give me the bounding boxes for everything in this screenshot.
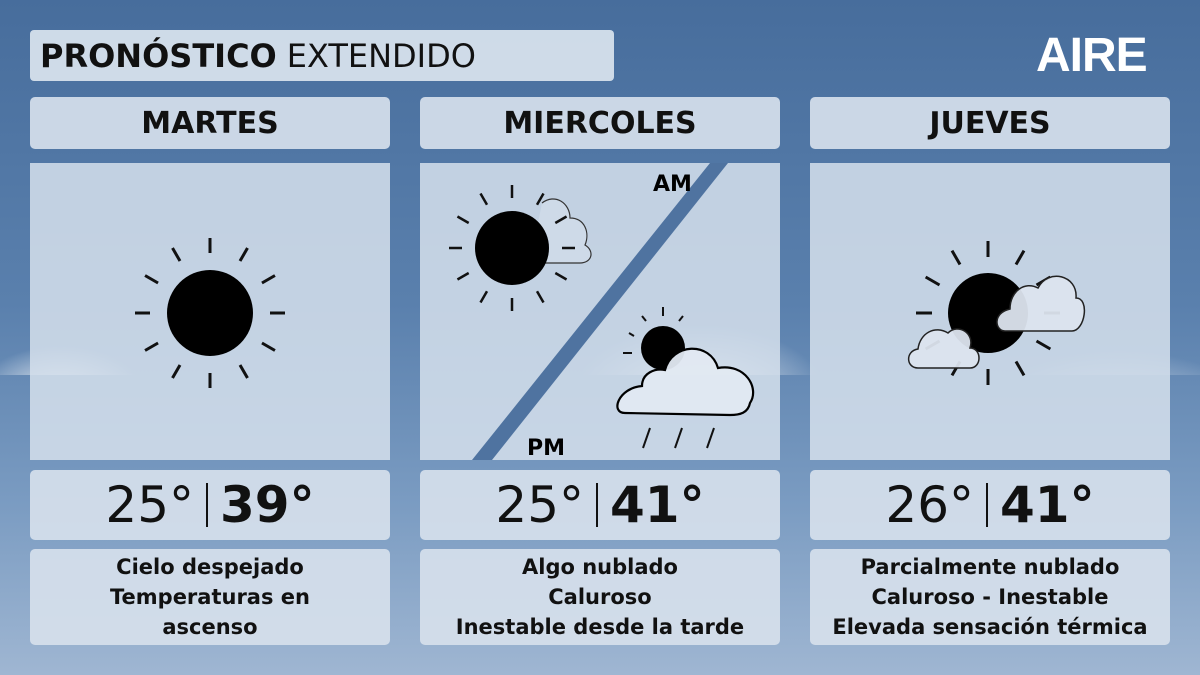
sun-ray bbox=[144, 341, 159, 352]
min-temp: 25° bbox=[495, 476, 585, 534]
sun-ray bbox=[171, 247, 182, 262]
min-temp: 26° bbox=[885, 476, 975, 534]
description: Algo nublado Caluroso Inestable desde la t… bbox=[420, 549, 780, 645]
am-label: AM bbox=[653, 172, 692, 197]
desc-line: ascenso bbox=[162, 615, 258, 639]
sun-ray bbox=[950, 249, 962, 266]
max-temp: 41° bbox=[610, 476, 705, 534]
sun-ray bbox=[1014, 360, 1026, 377]
divider bbox=[596, 483, 599, 527]
desc-line: Temperaturas en bbox=[110, 585, 310, 609]
aire-logo: AIRE bbox=[1036, 29, 1148, 82]
pm-label: PM bbox=[527, 436, 565, 460]
divider bbox=[986, 483, 989, 527]
sun-ray bbox=[238, 247, 249, 262]
sun-ray bbox=[171, 364, 182, 379]
page-title: PRONÓSTICO EXTENDIDO bbox=[30, 30, 614, 81]
desc-line: Algo nublado bbox=[522, 555, 678, 579]
sun-ray bbox=[479, 192, 489, 206]
min-temp: 25° bbox=[105, 476, 195, 534]
desc-line: Caluroso bbox=[548, 585, 652, 609]
sun-icon bbox=[30, 163, 390, 460]
desc-line: Parcialmente nublado bbox=[860, 555, 1120, 579]
title-regular: EXTENDIDO bbox=[286, 36, 476, 75]
day-name: MIERCOLES bbox=[420, 97, 780, 149]
sun-ray bbox=[554, 271, 568, 281]
sun-cloud-am-storm-cloud-pm-icon: AM PM bbox=[420, 163, 780, 461]
sun-ray bbox=[238, 364, 249, 379]
title-bold: PRONÓSTICO bbox=[40, 36, 277, 75]
desc-line: Inestable desde la tarde bbox=[455, 615, 745, 639]
temperature: 25° 41° bbox=[420, 470, 780, 540]
sun-ray bbox=[554, 215, 568, 225]
sun-ray bbox=[456, 215, 470, 225]
sun-ray bbox=[261, 341, 276, 352]
partly-cloudy-icon bbox=[810, 163, 1170, 460]
max-temp: 39° bbox=[220, 476, 315, 534]
sun-ray bbox=[261, 274, 276, 285]
sun-ray bbox=[479, 290, 489, 304]
temperature: 25° 39° bbox=[30, 470, 390, 540]
description: Parcialmente nublado Caluroso - Inestable… bbox=[810, 549, 1170, 645]
temperature: 26° 41° bbox=[810, 470, 1170, 540]
desc-line: Caluroso - Inestable bbox=[871, 585, 1109, 609]
day-name: JUEVES bbox=[810, 97, 1170, 149]
day-name: MARTES bbox=[30, 97, 390, 149]
sun-ray bbox=[535, 290, 545, 304]
desc-line: Cielo despejado bbox=[116, 555, 304, 579]
sun-ray bbox=[144, 274, 159, 285]
sun-ray bbox=[1014, 249, 1026, 266]
sun-ray bbox=[924, 275, 941, 287]
description: Cielo despejado Temperaturas en ascenso bbox=[30, 549, 390, 645]
sun-ray bbox=[456, 271, 470, 281]
sun-ray bbox=[535, 192, 545, 206]
sun-ray bbox=[1035, 339, 1052, 351]
desc-line: Elevada sensación térmica bbox=[832, 615, 1148, 639]
max-temp: 41° bbox=[1000, 476, 1095, 534]
divider bbox=[206, 483, 209, 527]
